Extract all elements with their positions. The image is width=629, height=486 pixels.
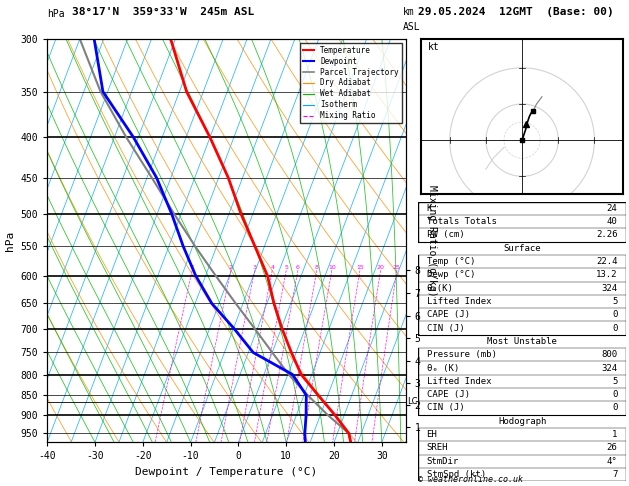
Text: 0: 0 [612, 310, 618, 319]
Text: CIN (J): CIN (J) [426, 324, 464, 332]
Text: 24: 24 [607, 204, 618, 213]
Text: © weatheronline.co.uk: © weatheronline.co.uk [418, 474, 523, 484]
Text: 3: 3 [253, 265, 257, 270]
Text: 40: 40 [607, 217, 618, 226]
Text: StmSpd (kt): StmSpd (kt) [426, 470, 486, 479]
Text: 1: 1 [190, 265, 194, 270]
Text: ASL: ASL [403, 21, 420, 32]
Text: 324: 324 [601, 364, 618, 373]
Y-axis label: Mixing Ratio (g/kg): Mixing Ratio (g/kg) [427, 185, 437, 296]
Text: 0: 0 [612, 390, 618, 399]
Text: km: km [403, 7, 415, 17]
Text: K: K [426, 204, 432, 213]
Text: 5: 5 [612, 297, 618, 306]
Y-axis label: hPa: hPa [5, 230, 15, 251]
Text: θₑ(K): θₑ(K) [426, 284, 454, 293]
Text: Temp (°C): Temp (°C) [426, 257, 475, 266]
Bar [418, 242, 626, 255]
Text: 0: 0 [612, 324, 618, 332]
Text: CAPE (J): CAPE (J) [426, 390, 470, 399]
Text: 20: 20 [377, 265, 384, 270]
Text: CIN (J): CIN (J) [426, 403, 464, 413]
Text: 6: 6 [296, 265, 300, 270]
Text: PW (cm): PW (cm) [426, 230, 464, 240]
Text: kt: kt [428, 42, 440, 52]
Text: 2: 2 [229, 265, 233, 270]
Text: 4°: 4° [607, 457, 618, 466]
X-axis label: Dewpoint / Temperature (°C): Dewpoint / Temperature (°C) [135, 467, 318, 477]
Text: 324: 324 [601, 284, 618, 293]
Text: hPa: hPa [47, 9, 65, 19]
Text: Totals Totals: Totals Totals [426, 217, 496, 226]
Text: StmDir: StmDir [426, 457, 459, 466]
Text: 1: 1 [612, 430, 618, 439]
Text: 25: 25 [393, 265, 401, 270]
Text: EH: EH [426, 430, 437, 439]
Text: 29.05.2024  12GMT  (Base: 00): 29.05.2024 12GMT (Base: 00) [418, 7, 614, 17]
Text: Surface: Surface [503, 244, 541, 253]
Text: CAPE (J): CAPE (J) [426, 310, 470, 319]
Bar [418, 335, 626, 348]
Bar [418, 415, 626, 428]
Text: 8: 8 [315, 265, 319, 270]
Text: SREH: SREH [426, 443, 448, 452]
Text: 13.2: 13.2 [596, 270, 618, 279]
Text: Hodograph: Hodograph [498, 417, 546, 426]
Text: 800: 800 [601, 350, 618, 359]
Text: 2.26: 2.26 [596, 230, 618, 240]
Text: LCL: LCL [407, 397, 422, 406]
Text: 22.4: 22.4 [596, 257, 618, 266]
Text: 0: 0 [612, 403, 618, 413]
Text: 4: 4 [270, 265, 274, 270]
Text: θₑ (K): θₑ (K) [426, 364, 459, 373]
Text: Dewp (°C): Dewp (°C) [426, 270, 475, 279]
Legend: Temperature, Dewpoint, Parcel Trajectory, Dry Adiabat, Wet Adiabat, Isotherm, Mi: Temperature, Dewpoint, Parcel Trajectory… [299, 43, 402, 123]
Text: 38°17'N  359°33'W  245m ASL: 38°17'N 359°33'W 245m ASL [72, 7, 255, 17]
Text: 5: 5 [284, 265, 288, 270]
Text: 15: 15 [356, 265, 364, 270]
Text: 7: 7 [612, 470, 618, 479]
Text: 10: 10 [328, 265, 336, 270]
Text: 5: 5 [612, 377, 618, 386]
Text: Lifted Index: Lifted Index [426, 297, 491, 306]
Text: Most Unstable: Most Unstable [487, 337, 557, 346]
Text: 26: 26 [607, 443, 618, 452]
Text: Lifted Index: Lifted Index [426, 377, 491, 386]
Text: Pressure (mb): Pressure (mb) [426, 350, 496, 359]
